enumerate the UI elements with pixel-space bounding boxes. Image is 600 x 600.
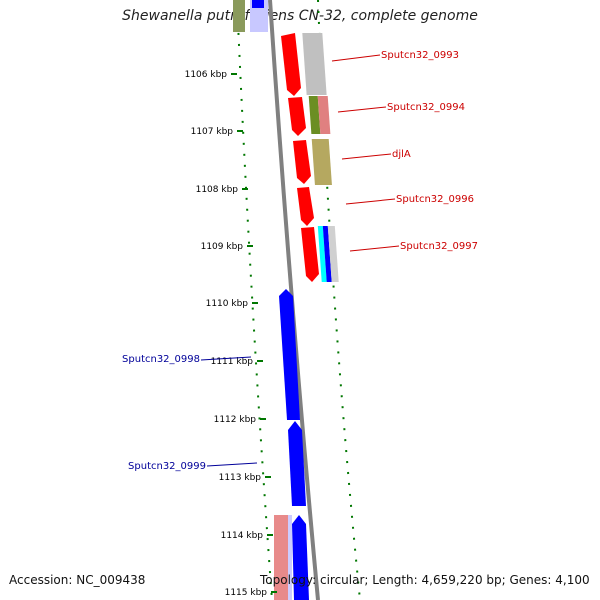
gene-label-leader: [345, 198, 396, 205]
gene-arrow-next-blue[interactable]: [292, 515, 309, 600]
annotation-band-olive: [308, 96, 321, 134]
kbp-tick-label: 1112 kbp: [214, 415, 257, 425]
annotation-band-cyan: [317, 226, 327, 282]
label-leader-group: Sputcn32_0993 Sputcn32_0994 djlA Sputcn32_0…: [122, 50, 478, 472]
kbp-tick-label: 1106 kbp: [185, 70, 228, 80]
gene-label-leader: [341, 153, 392, 160]
kbp-tick-label: 1109 kbp: [201, 242, 244, 252]
gene-arrow-sputcn32-0993[interactable]: [281, 33, 301, 96]
gene-label[interactable]: djlA: [392, 149, 411, 160]
gene-label-leader: [331, 54, 381, 62]
gene-label[interactable]: Sputcn32_0994: [387, 102, 465, 113]
kbp-tick-label: 1111 kbp: [211, 357, 254, 367]
annotation-band-salmon: [317, 96, 331, 134]
annotation-band-lightgray: [327, 226, 339, 282]
topology-label: Topology: circular; Length: 4,659,220 bp…: [260, 573, 590, 587]
gene-label[interactable]: Sputcn32_0999: [128, 461, 206, 472]
annotation-band-khaki: [311, 139, 332, 185]
gene-feature-blue-top: [252, 0, 264, 8]
gene-arrow-sputcn32-0999[interactable]: [288, 421, 306, 506]
kbp-tick-label: 1113 kbp: [219, 473, 262, 483]
kbp-tick-label: 1110 kbp: [206, 299, 249, 309]
kbp-tick-label: 1107 kbp: [191, 127, 234, 137]
gene-arrow-sputcn32-0997[interactable]: [301, 227, 319, 282]
gene-feature-salmon-bottom: [274, 515, 288, 600]
annotation-band-blue: [322, 226, 332, 282]
gene-label[interactable]: Sputcn32_0993: [381, 50, 459, 61]
kbp-tick-label: 1114 kbp: [221, 531, 264, 541]
gene-arrow-sputcn32-0996[interactable]: [297, 187, 314, 226]
kbp-tick-group: 1106 kbp 1107 kbp 1108 kbp 1109 kbp 1110 kbp…: [185, 70, 277, 598]
gene-arrow-djla[interactable]: [293, 140, 311, 184]
gene-label[interactable]: Sputcn32_0996: [396, 194, 474, 205]
accession-label: Accession: NC_009438: [9, 573, 146, 587]
genome-title: Shewanella putrefaciens CN-32, complete …: [122, 8, 478, 24]
gene-label-leader: [206, 462, 258, 467]
right-tick-ring: [317, 0, 361, 600]
annotation-band-gray: [302, 33, 327, 95]
annotation-band-lightblue-bottom: [288, 515, 292, 600]
gene-arrow-sputcn32-0998[interactable]: [279, 289, 300, 420]
gene-feature-olive-top: [233, 0, 245, 32]
gene-label-leader: [200, 356, 252, 361]
kbp-tick-label: 1108 kbp: [196, 185, 239, 195]
gene-label[interactable]: Sputcn32_0997: [400, 241, 478, 252]
kbp-tick-label: 1115 kbp: [225, 588, 268, 598]
gene-arrow-sputcn32-0994[interactable]: [288, 97, 306, 136]
gene-label-leader: [349, 245, 400, 252]
gene-label[interactable]: Sputcn32_0998: [122, 354, 200, 365]
gene-label-leader: [337, 106, 387, 113]
